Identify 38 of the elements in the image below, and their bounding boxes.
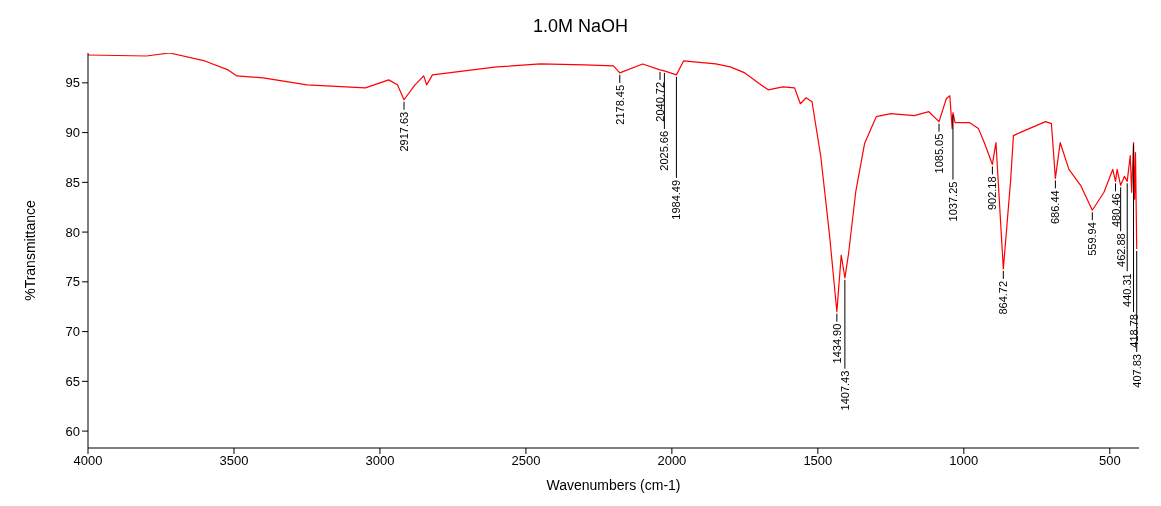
annotation: 686.44 xyxy=(1049,190,1062,225)
annotation: 2040.72 xyxy=(654,81,666,122)
y-tick-label: 65 xyxy=(65,373,80,389)
annotation: 480.46 xyxy=(1109,193,1122,228)
annotation: 407.83 xyxy=(1130,354,1143,388)
x-tick-label: 3000 xyxy=(365,453,395,469)
x-tick-label: 500 xyxy=(1098,453,1121,469)
annotation: 2025.66 xyxy=(658,130,671,171)
annotation: 418.78 xyxy=(1127,314,1140,348)
y-tick-label: 95 xyxy=(65,75,80,91)
y-axis-title: %Transmittance xyxy=(21,199,38,301)
x-tick-label: 4000 xyxy=(73,453,103,469)
annotation: 440.31 xyxy=(1121,273,1134,307)
x-tick-label: 2500 xyxy=(511,453,541,469)
x-tick-label: 1000 xyxy=(949,453,979,469)
annotation: 864.72 xyxy=(997,280,1010,315)
annotation: 462.88 xyxy=(1114,233,1127,267)
y-tick-label: 70 xyxy=(65,324,80,340)
annotation: 1434.90 xyxy=(830,323,843,364)
y-tick-label: 85 xyxy=(65,174,80,190)
annotation: 559.94 xyxy=(1086,222,1099,256)
x-tick-label: 3500 xyxy=(219,453,249,469)
x-tick-label: 2000 xyxy=(657,453,687,469)
x-tick-label: 1500 xyxy=(803,453,833,469)
y-tick-label: 80 xyxy=(65,224,80,240)
annotation: 1037.25 xyxy=(946,181,959,222)
annotation: 1984.49 xyxy=(670,179,683,220)
annotation: 1085.05 xyxy=(933,133,945,174)
chart-title: 1.0M NaOH xyxy=(532,16,629,37)
annotation: 1407.43 xyxy=(838,370,851,411)
annotation: 2178.45 xyxy=(613,84,626,125)
annotation: 902.18 xyxy=(986,176,999,211)
annotation: 2917.63 xyxy=(397,111,410,152)
y-tick-label: 90 xyxy=(65,125,80,141)
y-tick-label: 75 xyxy=(65,274,80,290)
y-tick-label: 60 xyxy=(65,423,80,439)
line-series xyxy=(88,53,1138,313)
x-axis-title: Wavenumbers (cm-1) xyxy=(546,477,681,493)
